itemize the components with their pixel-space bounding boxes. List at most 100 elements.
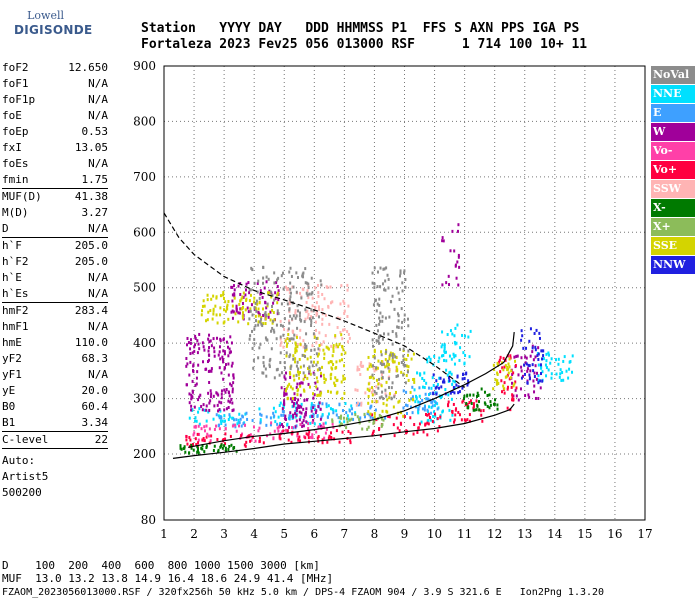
echo-point [189, 338, 192, 342]
echo-point [376, 366, 379, 370]
echo-point [450, 372, 453, 376]
auto-scaling-line: Artist5 [2, 470, 49, 483]
x-tick-label: 17 [637, 527, 652, 541]
echo-point [292, 401, 295, 405]
echo-point [232, 284, 235, 288]
echo-point [186, 362, 189, 366]
echo-point [200, 313, 203, 317]
echo-point [506, 365, 509, 369]
echo-point [232, 310, 235, 314]
echo-point [329, 407, 332, 411]
echo-point [218, 366, 221, 370]
echo-point [496, 403, 499, 407]
echo-point [222, 349, 225, 353]
echo-point [445, 281, 448, 285]
param-name: yF2 [2, 352, 22, 365]
param-name: h`F [2, 239, 22, 252]
echo-point [198, 422, 201, 426]
footer-distance-row: D 100 200 400 600 800 1000 1500 3000 [km… [2, 559, 320, 572]
echo-point [310, 435, 313, 439]
echo-point [368, 365, 371, 369]
echo-point [272, 406, 275, 410]
echo-point [220, 422, 223, 426]
echo-point [534, 396, 537, 400]
echo-point [330, 366, 333, 370]
echo-point [270, 421, 273, 425]
echo-point [291, 400, 294, 404]
echo-point [358, 367, 361, 371]
echo-point [227, 317, 230, 321]
echo-point [302, 407, 305, 411]
echo-point [297, 404, 300, 408]
echo-point [316, 380, 319, 384]
echo-point [563, 355, 566, 359]
echo-point [225, 407, 228, 411]
echo-point [316, 393, 319, 397]
echo-point [298, 418, 301, 422]
echo-point [391, 330, 394, 334]
echo-point [315, 336, 318, 340]
echo-point [351, 407, 354, 411]
echo-point [251, 268, 254, 272]
echo-point [359, 372, 362, 376]
echo-point [283, 361, 286, 365]
echo-point [368, 362, 371, 366]
echo-point [252, 358, 255, 362]
echo-point [446, 373, 449, 377]
echo-point [319, 374, 322, 378]
echo-point [369, 415, 372, 419]
echo-point [343, 391, 346, 395]
echo-point [305, 407, 308, 411]
echo-point [387, 332, 390, 336]
echo-point [307, 286, 310, 290]
echo-point [440, 385, 443, 389]
echo-point [288, 321, 291, 325]
echo-point [205, 444, 208, 448]
echo-point [224, 442, 227, 446]
echo-point [276, 285, 279, 289]
echo-point [397, 291, 400, 295]
echo-point [289, 367, 292, 371]
echo-point [325, 405, 328, 409]
echo-point [224, 419, 227, 423]
echo-point [403, 313, 406, 317]
echo-point [493, 402, 496, 406]
echo-point [299, 291, 302, 295]
echo-point [273, 376, 276, 380]
echo-point [220, 443, 223, 447]
param-row: h`F 205.0 [2, 238, 108, 254]
echo-point [434, 401, 437, 405]
echo-point [457, 223, 460, 227]
echo-point [285, 344, 288, 348]
echo-point [200, 446, 203, 450]
echo-point [310, 348, 313, 352]
echo-point [400, 307, 403, 311]
echo-point [424, 412, 427, 416]
echo-point [373, 369, 376, 373]
echo-point [385, 348, 388, 352]
echo-point [354, 388, 357, 392]
param-row: D N/A [2, 221, 108, 237]
echo-point [190, 443, 193, 447]
param-row: foE N/A [2, 108, 108, 124]
echo-point [438, 425, 441, 429]
echo-point [299, 336, 302, 340]
echo-point [347, 429, 350, 433]
y-tick-label: 600 [133, 225, 156, 239]
echo-point [372, 355, 375, 359]
echo-point [479, 409, 482, 413]
echo-point [260, 322, 263, 326]
echo-point [268, 365, 271, 369]
echo-point [303, 435, 306, 439]
echo-point [290, 414, 293, 418]
echo-point [206, 432, 209, 436]
echo-point [344, 402, 347, 406]
echo-point [221, 358, 224, 362]
sidebar-divider [2, 188, 108, 189]
echo-point [330, 437, 333, 441]
echo-point [401, 289, 404, 293]
param-value: N/A [88, 109, 108, 122]
echo-point [357, 401, 360, 405]
echo-point [342, 299, 345, 303]
echo-point [431, 419, 434, 423]
